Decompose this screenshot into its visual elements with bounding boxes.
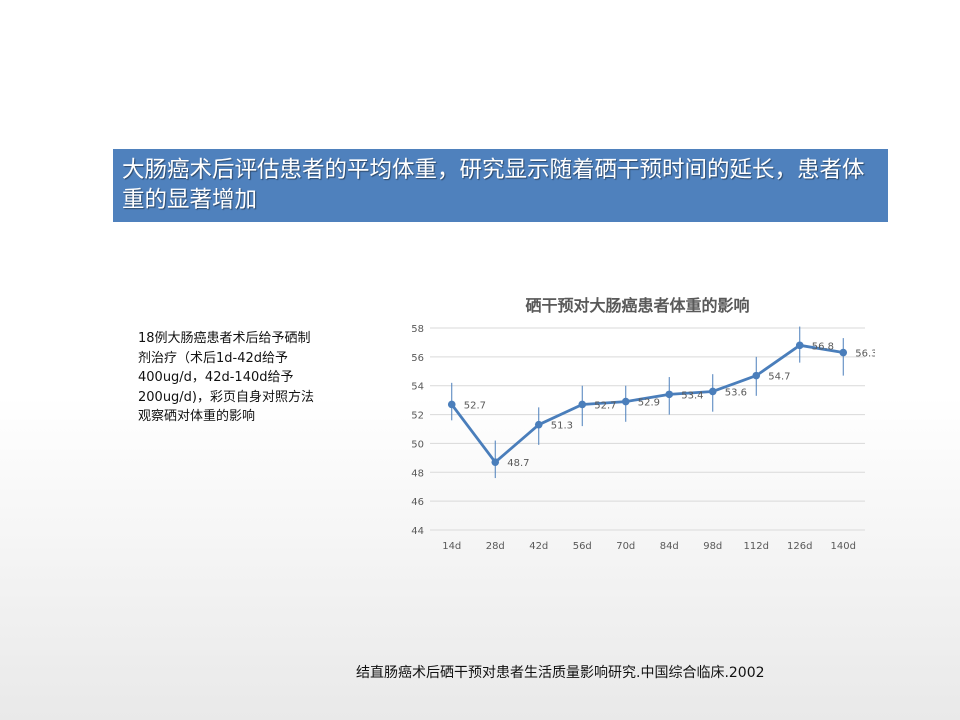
- y-tick-label: 56: [411, 353, 424, 364]
- weight-line-chart: 硒干预对大肠癌患者体重的影响 44 46 48 50 52 54 56 58 14d 28d 42d 5…: [395, 285, 875, 560]
- data-point: [665, 390, 674, 399]
- data-label: 52.9: [638, 398, 660, 409]
- data-point: [491, 458, 500, 466]
- x-tick-label: 28d: [486, 541, 505, 552]
- data-point: [795, 341, 804, 350]
- data-label: 52.7: [464, 400, 486, 411]
- y-tick-label: 44: [411, 526, 424, 537]
- data-point: [752, 371, 761, 380]
- data-point: [534, 420, 543, 429]
- x-tick-label: 70d: [616, 541, 635, 552]
- x-tick-label: 98d: [703, 541, 722, 552]
- slide-title-banner: 大肠癌术后评估患者的平均体重，研究显示随着硒干预时间的延长，患者体重的显著增加: [113, 149, 888, 222]
- y-tick-label: 52: [411, 411, 424, 422]
- data-label: 52.7: [594, 400, 616, 411]
- x-tick-label: 56d: [573, 541, 592, 552]
- y-tick-label: 48: [411, 468, 424, 479]
- data-label: 48.7: [507, 458, 529, 469]
- chart-canvas: 硒干预对大肠癌患者体重的影响 44 46 48 50 52 54 56 58 14d 28d 42d 5…: [411, 296, 875, 552]
- series-line: [450, 343, 845, 464]
- data-label: 54.7: [768, 372, 790, 383]
- x-tick-label: 112d: [744, 541, 769, 552]
- citation-text: 结直肠癌术后硒干预对患者生活质量影响研究.中国综合临床.2002: [356, 665, 765, 681]
- x-tick-label: 126d: [787, 541, 812, 552]
- data-label: 53.4: [681, 390, 703, 401]
- data-point: [708, 387, 717, 396]
- y-tick-label: 46: [411, 497, 424, 508]
- x-tick-label: 42d: [529, 541, 548, 552]
- banner-text: 大肠癌术后评估患者的平均体重，研究显示随着硒干预时间的延长，患者体重的显著增加: [122, 157, 865, 213]
- x-tick-label: 14d: [442, 541, 461, 552]
- data-point: [839, 348, 848, 357]
- study-note: 18例大肠癌患者术后给予硒制剂治疗（术后1d-42d给予400ug/d，42d-…: [138, 331, 315, 424]
- data-point: [621, 397, 630, 406]
- data-label: 56.3: [855, 349, 875, 360]
- chart-title: 硒干预对大肠癌患者体重的影响: [525, 296, 749, 315]
- y-tick-label: 58: [411, 324, 424, 335]
- y-tick-label: 50: [411, 439, 424, 450]
- data-label: 56.8: [812, 341, 834, 352]
- y-tick-label: 54: [411, 382, 424, 393]
- data-label: 53.6: [725, 387, 747, 398]
- data-point: [578, 400, 587, 409]
- data-label: 51.3: [551, 421, 573, 432]
- x-tick-label: 84d: [660, 541, 679, 552]
- x-tick-label: 140d: [831, 541, 856, 552]
- data-point: [447, 400, 456, 409]
